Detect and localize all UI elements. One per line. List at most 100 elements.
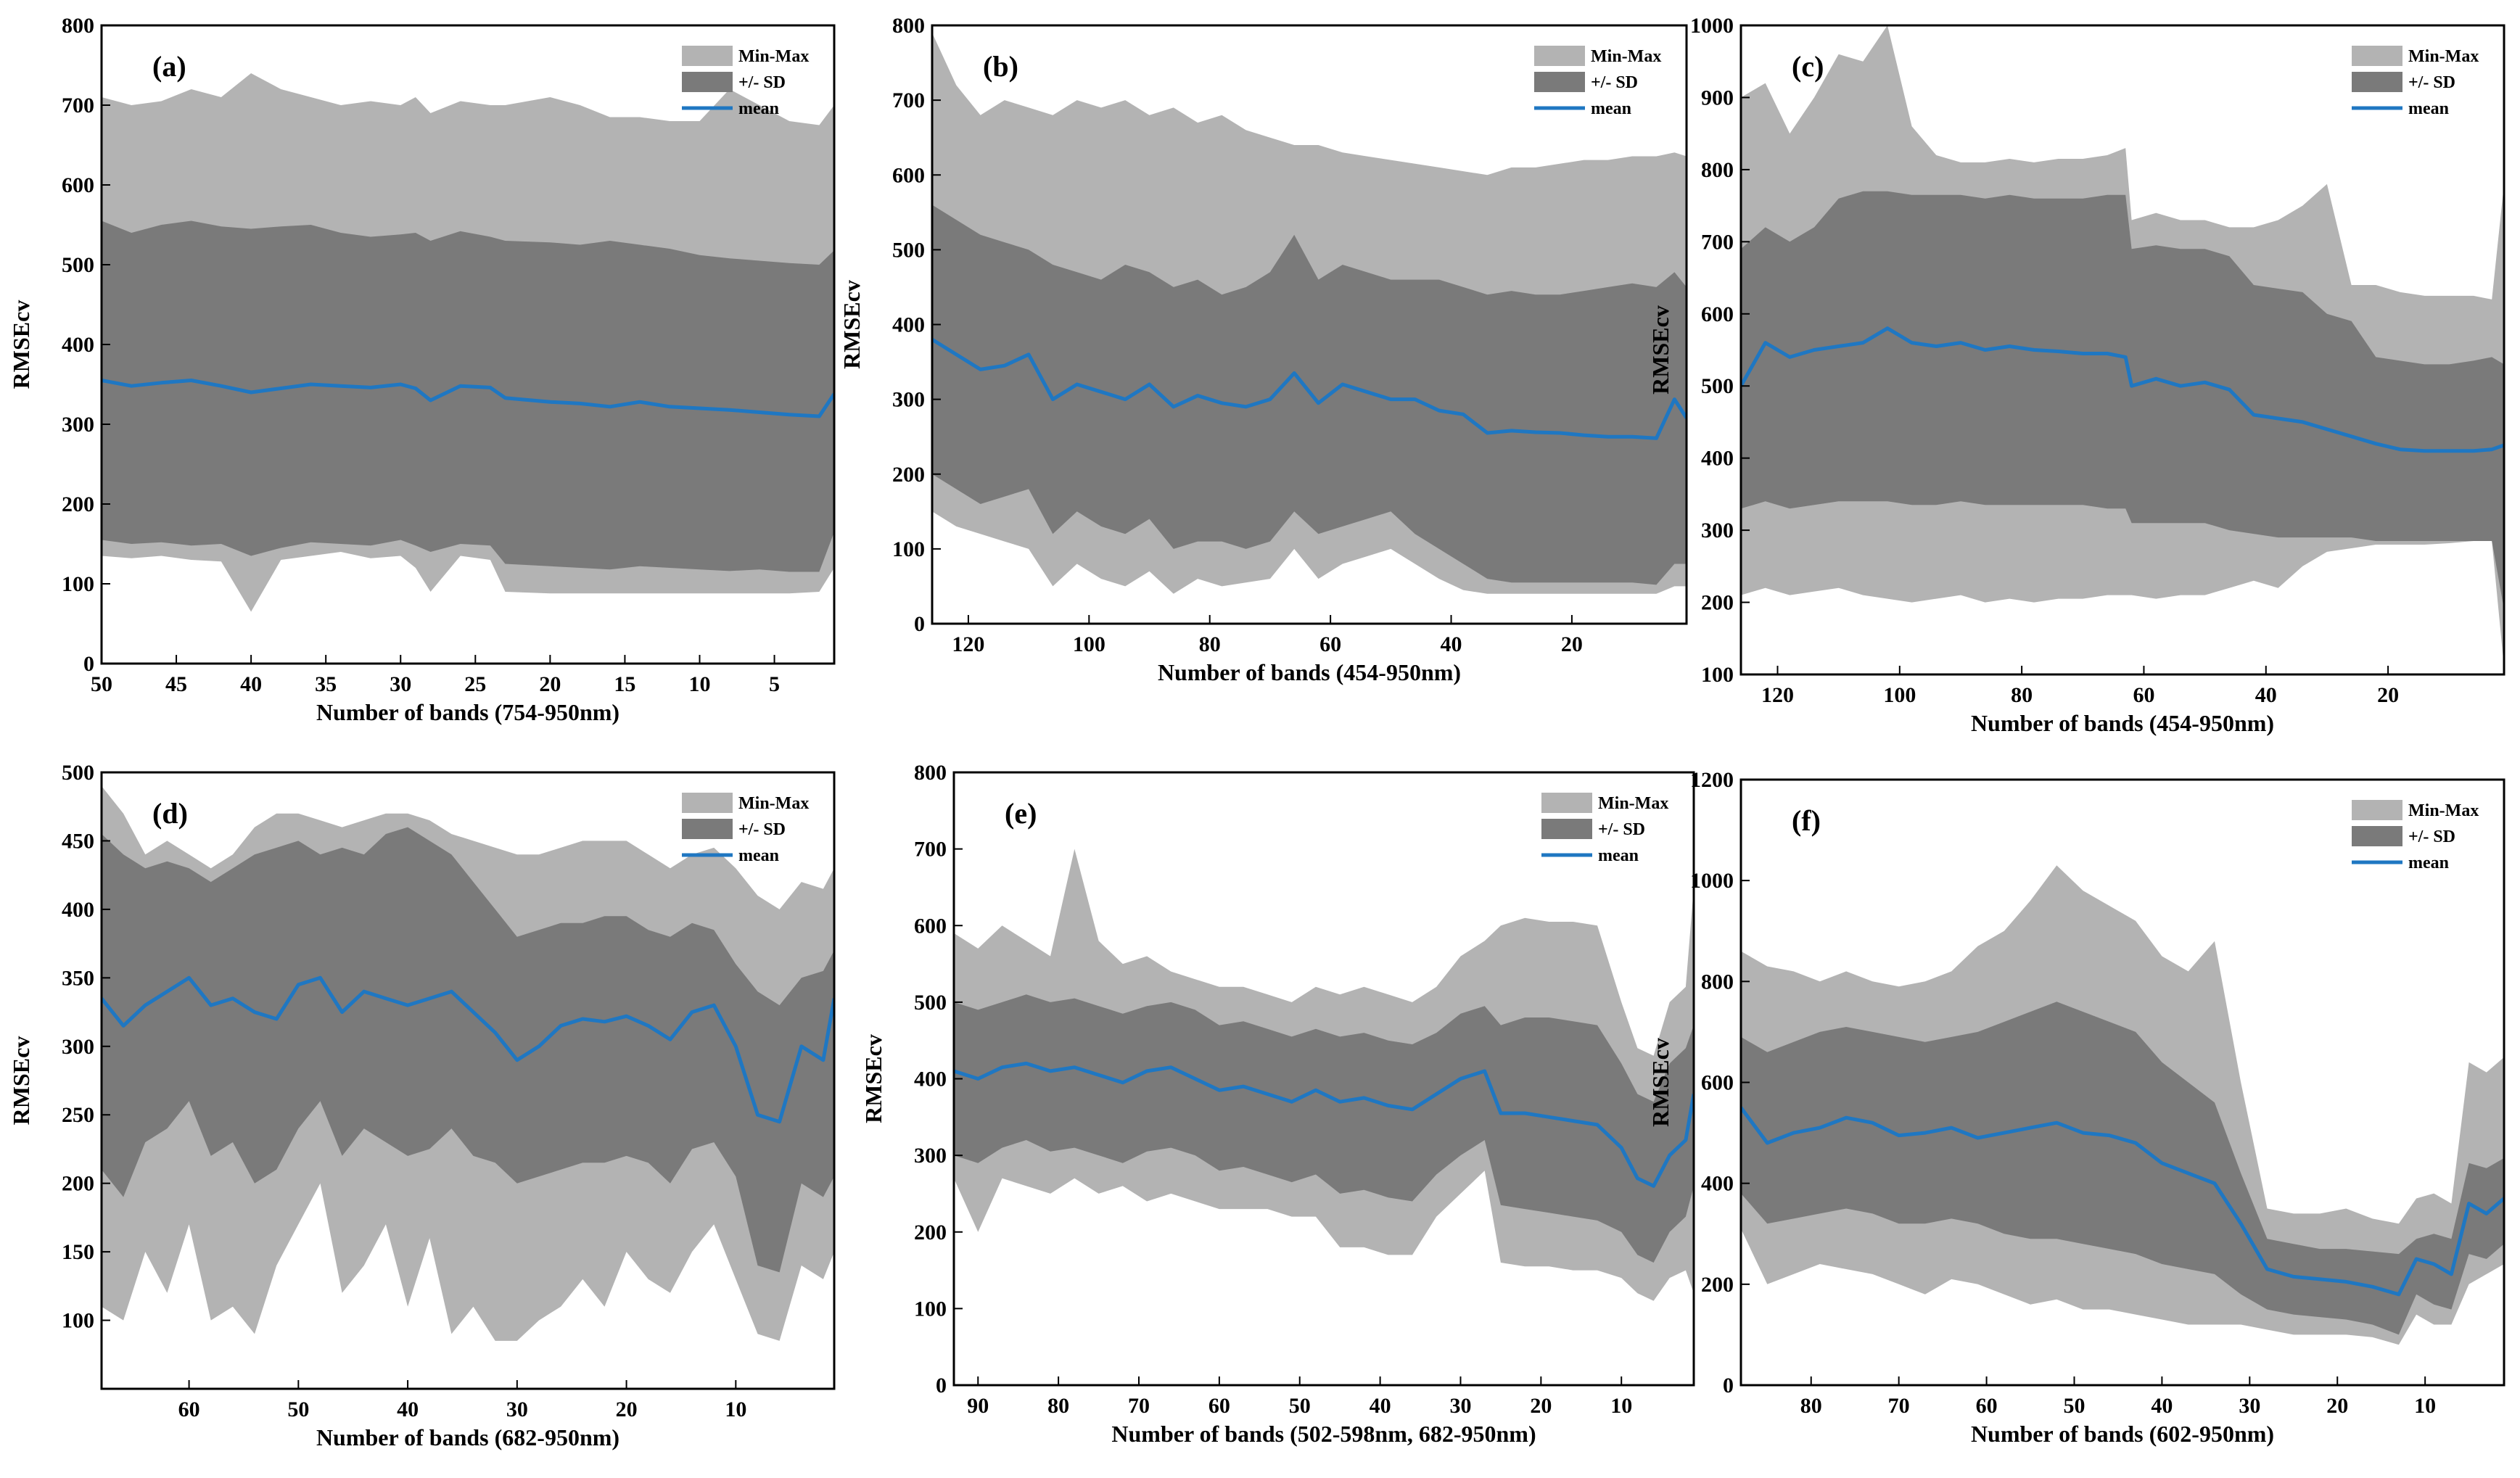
x-tick-label: 120 — [1761, 683, 1794, 707]
y-tick-label: 600 — [1701, 302, 1734, 326]
panel-d: 100 150 200 250 300 350 400 450 500 60 50 40 30 20 10 N… — [8, 761, 836, 1450]
legend-entry: mean — [1598, 846, 1639, 865]
panel-e: 0 100 200 300 400 500 600 700 800 90 80 70 60 50 40 30 2… — [860, 761, 1695, 1447]
x-tick-label: 80 — [2011, 683, 2033, 707]
legend-entry: +/- SD — [2408, 827, 2455, 846]
legend-entry: Min-Max — [738, 47, 809, 66]
legend-swatch — [682, 793, 733, 813]
x-tick-label: 5 — [769, 672, 780, 696]
x-tick-label: 50 — [2063, 1394, 2085, 1418]
y-tick-label: 600 — [1701, 1071, 1734, 1095]
x-tick-label: 90 — [967, 1394, 989, 1418]
y-tick-label: 700 — [892, 88, 925, 112]
y-tick-label: 0 — [914, 612, 925, 636]
x-tick-label: 15 — [614, 672, 635, 696]
x-tick-label: 100 — [1073, 632, 1105, 656]
legend-swatch — [1541, 793, 1592, 813]
legend-entry: +/- SD — [738, 73, 786, 92]
sd-band — [932, 205, 1687, 585]
legend-entry: +/- SD — [1591, 73, 1638, 92]
y-tick-label: 900 — [1701, 86, 1734, 110]
x-tick-label: 80 — [1047, 1394, 1069, 1418]
legend-entry: mean — [2408, 99, 2449, 118]
x-tick-label: 50 — [287, 1398, 309, 1421]
sd-band — [102, 220, 834, 572]
x-tick-label: 40 — [2151, 1394, 2173, 1418]
legend-swatch — [2352, 72, 2402, 92]
y-tick-label: 0 — [1723, 1374, 1734, 1398]
y-tick-label: 1000 — [1690, 14, 1734, 38]
y-tick-label: 500 — [62, 761, 94, 785]
x-tick-label: 40 — [240, 672, 262, 696]
y-tick-label: 200 — [914, 1221, 947, 1244]
legend-entry: mean — [738, 846, 779, 865]
x-axis-label: Number of bands (502-598nm, 682-950nm) — [1111, 1421, 1536, 1447]
x-tick-label: 40 — [1370, 1394, 1391, 1418]
axes-frame — [100, 771, 836, 1390]
x-tick-label: 10 — [725, 1398, 746, 1421]
x-tick-label: 40 — [2255, 683, 2277, 707]
legend-swatch — [682, 819, 733, 839]
x-tick-label: 10 — [2414, 1394, 2436, 1418]
x-tick-label: 40 — [397, 1398, 419, 1421]
x-tick-label: 50 — [1289, 1394, 1311, 1418]
y-tick-label: 500 — [1701, 374, 1734, 398]
y-tick-label: 500 — [914, 991, 947, 1015]
x-tick-label: 70 — [1128, 1394, 1150, 1418]
x-tick-label: 35 — [315, 672, 337, 696]
x-tick-label: 45 — [165, 672, 187, 696]
legend-swatch — [2352, 826, 2402, 846]
x-axis-label: Number of bands (454-950nm) — [1971, 710, 2274, 736]
x-tick-label: 50 — [91, 672, 112, 696]
y-tick-label: 450 — [62, 829, 94, 853]
panel-label: (b) — [983, 50, 1018, 83]
legend-swatch — [1534, 72, 1585, 92]
x-tick-label: 20 — [2377, 683, 2399, 707]
x-tick-label: 25 — [464, 672, 486, 696]
sd-band — [954, 994, 1694, 1263]
axes-frame — [1739, 24, 2505, 676]
sd-band — [102, 827, 834, 1273]
sd-band — [1741, 191, 2504, 610]
y-tick-label: 300 — [1701, 519, 1734, 542]
y-tick-label: 800 — [1701, 158, 1734, 182]
x-tick-label: 120 — [952, 632, 984, 656]
y-tick-label: 200 — [62, 492, 94, 516]
y-tick-label: 100 — [892, 537, 925, 561]
y-tick-label: 300 — [62, 1035, 94, 1059]
y-tick-label: 400 — [62, 333, 94, 357]
legend-entry: Min-Max — [2408, 47, 2479, 66]
x-tick-label: 20 — [2326, 1394, 2348, 1418]
y-tick-label: 100 — [62, 572, 94, 596]
y-tick-label: 600 — [892, 163, 925, 187]
legend-entry: mean — [738, 99, 779, 118]
y-tick-label: 100 — [62, 1309, 94, 1333]
y-tick-label: 700 — [62, 94, 94, 117]
panel-label: (f) — [1792, 804, 1821, 837]
legend-swatch — [2352, 800, 2402, 820]
y-tick-label: 0 — [936, 1374, 947, 1398]
y-axis-label: RMSEcv — [8, 300, 34, 389]
y-tick-label: 1200 — [1690, 768, 1734, 792]
x-axis-label: Number of bands (454-950nm) — [1158, 659, 1461, 685]
y-tick-label: 300 — [914, 1144, 947, 1168]
x-axis-label: Number of bands (602-950nm) — [1971, 1421, 2274, 1447]
y-tick-label: 600 — [62, 173, 94, 197]
panel-label: (a) — [152, 50, 186, 83]
x-tick-label: 20 — [1530, 1394, 1552, 1418]
x-tick-label: 10 — [688, 672, 710, 696]
panel-label: (d) — [152, 797, 188, 830]
x-tick-label: 60 — [178, 1398, 200, 1421]
panel-label: (e) — [1005, 797, 1037, 830]
x-tick-label: 80 — [1199, 632, 1221, 656]
panel-c: 100 200 300 400 500 600 700 800 900 1000 120 100 80 6… — [1647, 14, 2505, 736]
legend-entry: Min-Max — [2408, 801, 2479, 820]
legend-entry: Min-Max — [1598, 794, 1668, 813]
y-tick-label: 700 — [914, 838, 947, 862]
x-axis-label: Number of bands (682-950nm) — [316, 1424, 619, 1450]
y-tick-label: 800 — [62, 14, 94, 38]
y-tick-label: 250 — [62, 1103, 94, 1127]
y-axis-label: RMSEcv — [839, 280, 865, 369]
